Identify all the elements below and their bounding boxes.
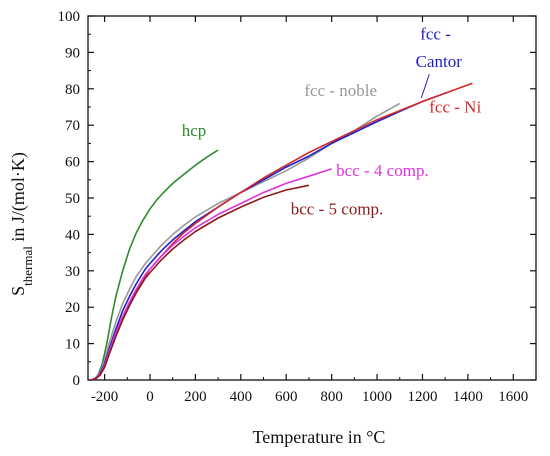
y-tick-label: 90 (65, 45, 80, 61)
y-axis-title: Sthermal in J/(mol·K) (8, 152, 35, 296)
y-axis-title-suffix: in J/(mol·K) (8, 152, 29, 246)
y-axis-title-prefix: S (8, 286, 28, 296)
y-axis-title-group: Sthermal in J/(mol·K) (8, 152, 35, 296)
series-annotation: hcp (182, 121, 207, 140)
series-annotation: bcc - 4 comp. (336, 161, 429, 180)
y-axis-title-subscript: thermal (20, 246, 35, 286)
labels-layer: hcp fcc - noble fcc - Cantor fcc - Ni bcc - 4… (182, 25, 482, 219)
series-annotation: Cantor (416, 52, 463, 71)
x-tick-label: -200 (91, 389, 119, 405)
y-tick-label: 0 (73, 373, 81, 389)
y-tick-label: 80 (65, 82, 80, 98)
series-layer (90, 82, 473, 381)
series-line-bcc-5-comp- (90, 184, 310, 381)
x-tick-label: 1400 (453, 389, 483, 405)
series-line-fcc-cantor (90, 91, 448, 381)
series-line-fcc-ni (90, 82, 473, 381)
y-tick-label: 30 (65, 264, 80, 280)
y-tick-label: 100 (58, 9, 81, 25)
series-annotation: fcc - Ni (429, 97, 481, 116)
y-tick-label: 20 (65, 300, 80, 316)
x-tick-label: 600 (275, 389, 298, 405)
x-tick-label: 800 (320, 389, 343, 405)
y-tick-label: 60 (65, 155, 80, 171)
series-line-fcc-noble (90, 102, 401, 381)
y-tick-label: 70 (65, 118, 80, 134)
x-tick-label: 1600 (498, 389, 528, 405)
y-tick-label: 50 (65, 191, 80, 207)
series-annotation: bcc - 5 comp. (291, 199, 384, 218)
axes-layer: -200 0 200 400 600 800 1000 1200 1400 1600 0 10 20 30… (58, 9, 537, 405)
x-tick-label: 0 (146, 389, 154, 405)
series-annotation: fcc - (420, 25, 451, 44)
series-line-hcp (92, 149, 219, 381)
x-tick-label: 200 (184, 389, 207, 405)
x-tick-label: 1000 (362, 389, 392, 405)
y-tick-label: 40 (65, 227, 80, 243)
x-tick-label: 1200 (407, 389, 437, 405)
plot-frame (87, 15, 537, 381)
x-axis-title: Temperature in °C (253, 427, 386, 447)
y-tick-label: 10 (65, 337, 80, 353)
series-annotation: fcc - noble (304, 81, 377, 100)
cantor-leader-line (420, 74, 430, 99)
x-tick-label: 400 (230, 389, 253, 405)
